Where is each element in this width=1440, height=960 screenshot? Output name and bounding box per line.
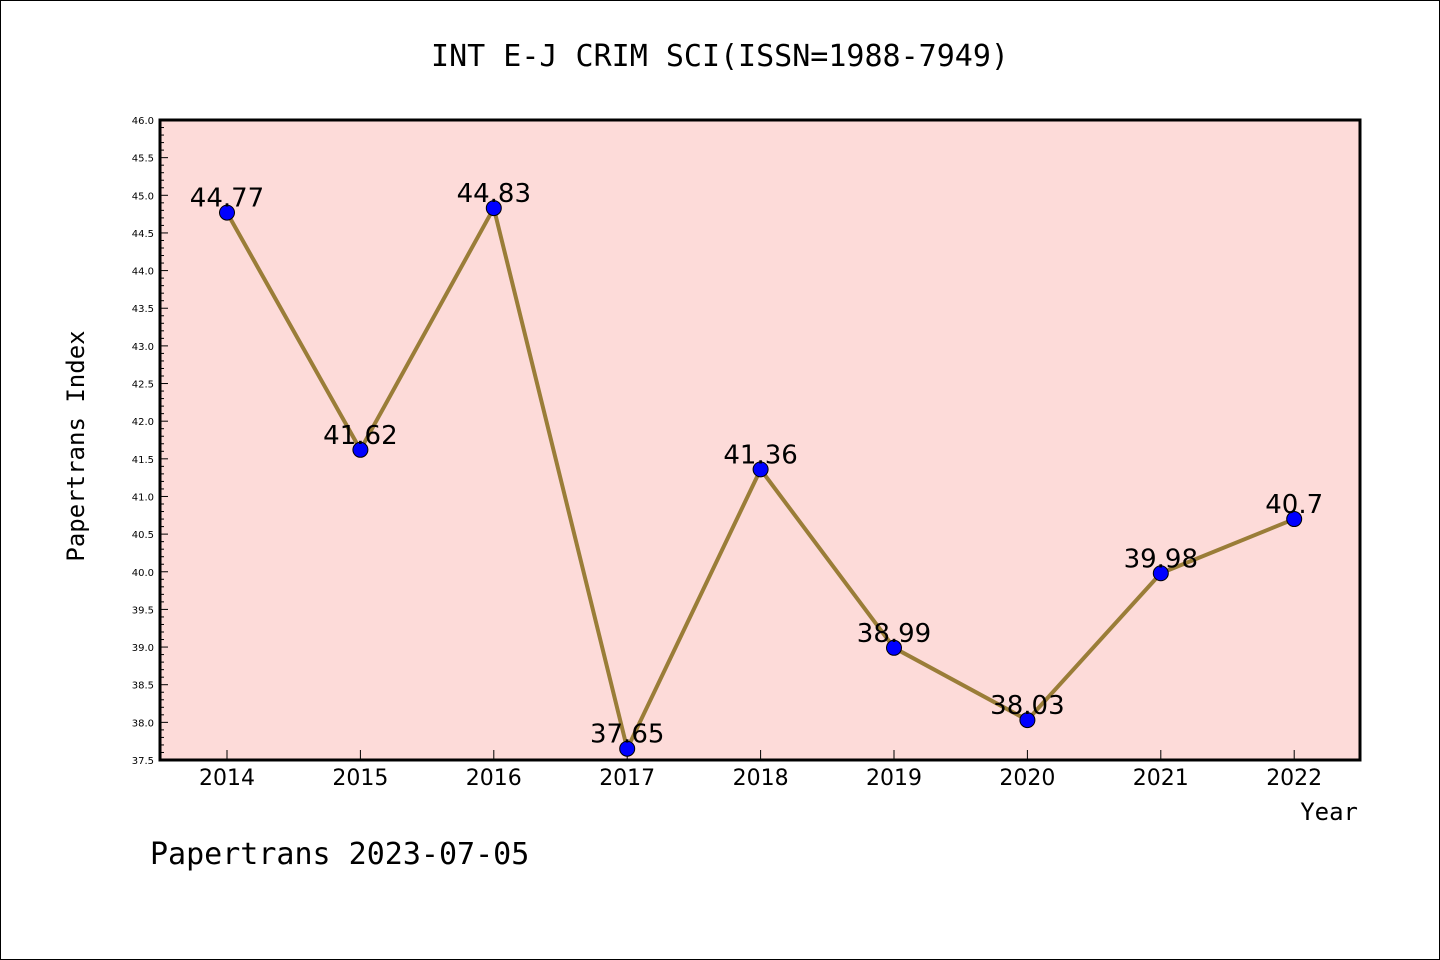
y-tick-label: 39.5 [132,605,154,616]
plot-area [158,118,1362,762]
data-label: 38.99 [857,619,931,649]
y-tick-label: 46.0 [132,116,154,127]
data-label: 38.03 [990,691,1064,721]
y-tick-label: 41.5 [132,455,154,466]
y-tick-label: 44.5 [132,229,154,240]
data-label: 41.36 [723,440,797,470]
x-tick-label: 2019 [866,766,922,791]
y-tick-label: 38.5 [132,681,154,692]
data-label: 41.62 [323,421,397,451]
y-tick-label: 44.0 [132,267,154,278]
y-tick-label: 39.0 [132,643,154,654]
x-tick-label: 2017 [599,766,655,791]
y-tick-label: 45.5 [132,154,154,165]
x-tick-label: 2018 [733,766,789,791]
data-point [619,740,636,757]
x-tick-label: 2015 [332,766,388,791]
y-tick-label: 37.5 [132,756,154,767]
y-axis-label: Papertrans Index [62,330,90,561]
data-point [886,639,902,656]
x-axis-label: Year [1300,798,1358,826]
data-point [1019,712,1036,729]
data-point [219,204,235,221]
x-tick-label: 2022 [1266,766,1322,791]
y-tick-label: 42.5 [132,380,154,391]
y-tick-label: 42.0 [132,417,154,428]
data-point [1152,565,1169,582]
y-tick-label: 45.0 [132,191,154,202]
y-tick-label: 41.0 [132,492,154,503]
data-point [1286,511,1303,528]
data-point [352,441,369,458]
x-tick-label: 2021 [1133,766,1189,791]
x-tick-label: 2014 [199,766,255,791]
data-point [752,461,769,478]
y-tick-label: 43.5 [132,304,154,315]
data-label: 40.7 [1265,490,1323,520]
data-label: 39.98 [1124,544,1198,574]
series-group: 44.77 41.62 44.83 37.65 41.36 38.99 38.03 39.98… [190,179,1323,757]
x-axis: 2014 2015 2016 2017 2018 2019 2020 2021 2022 [199,750,1322,791]
data-point [485,200,502,217]
y-tick-label: 38.0 [132,718,154,729]
x-tick-label: 2020 [999,766,1055,791]
y-tick-label: 40.0 [132,568,154,579]
data-label: 44.83 [457,179,531,209]
y-tick-label: 40.5 [132,530,154,541]
y-tick-label: 43.0 [132,342,154,353]
x-tick-label: 2016 [466,766,522,791]
data-label: 44.77 [190,184,264,214]
chart-title: INT E-J CRIM SCI(ISSN=1988-7949) [431,39,1009,74]
data-label: 37.65 [590,720,664,750]
footer-text: Papertrans 2023-07-05 [150,837,529,872]
y-axis: 37.5 38.0 38.5 39.0 39.5 40.0 40.5 41.0 41.5 42.0… [132,116,168,767]
